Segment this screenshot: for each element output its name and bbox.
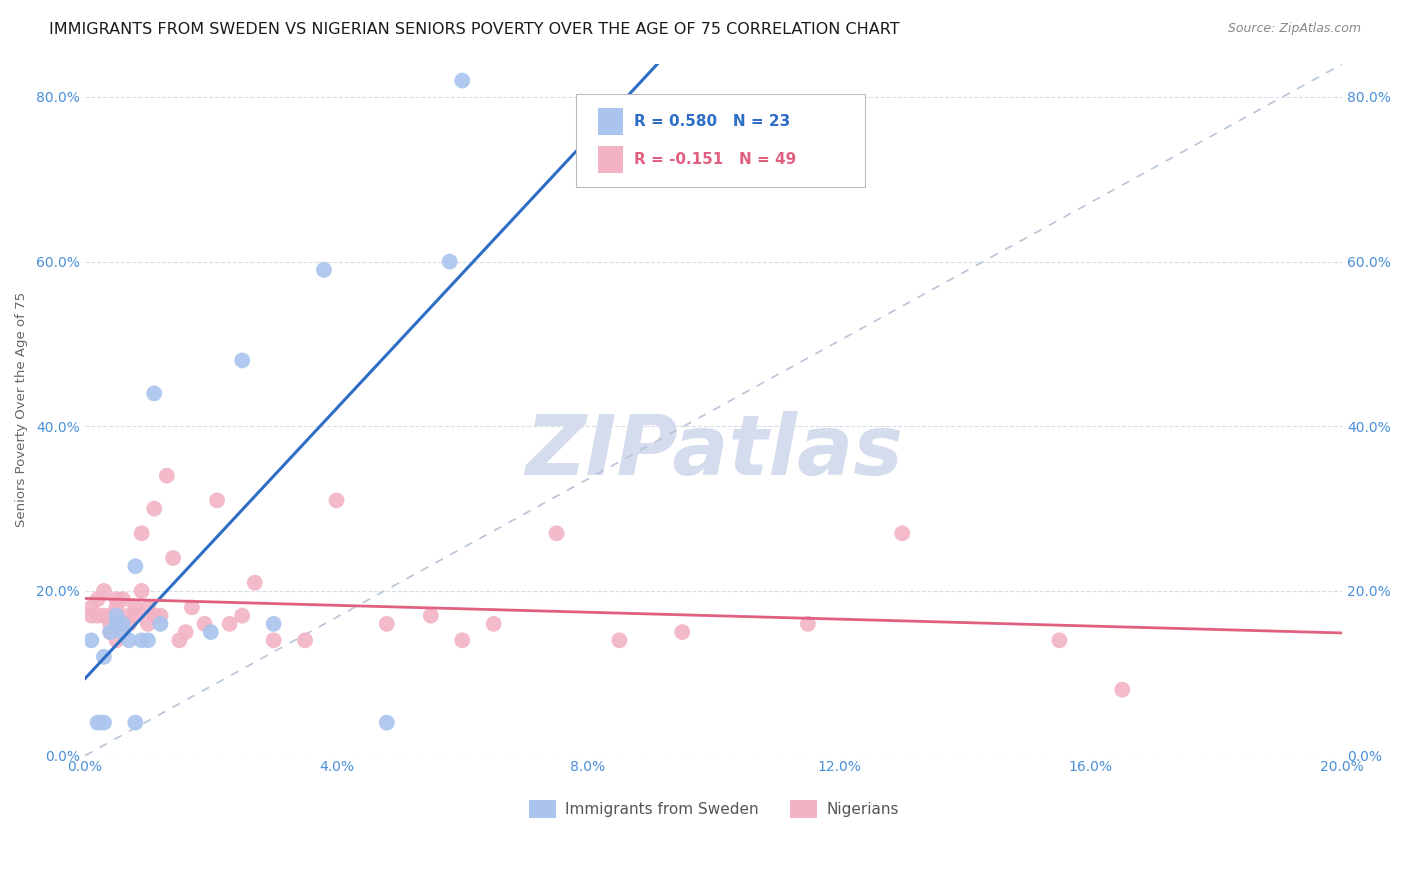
Point <box>1047 633 1070 648</box>
Point <box>797 616 820 631</box>
Point <box>105 592 128 607</box>
Point <box>200 625 222 640</box>
Point <box>325 493 347 508</box>
Point <box>124 715 146 730</box>
Point <box>93 608 115 623</box>
Point <box>124 608 146 623</box>
Text: IMMIGRANTS FROM SWEDEN VS NIGERIAN SENIORS POVERTY OVER THE AGE OF 75 CORRELATIO: IMMIGRANTS FROM SWEDEN VS NIGERIAN SENIO… <box>49 22 900 37</box>
Point <box>131 633 153 648</box>
Point <box>118 608 141 623</box>
Point <box>231 608 253 623</box>
Point <box>451 633 474 648</box>
Point <box>136 616 159 631</box>
Point <box>124 600 146 615</box>
Point <box>439 254 461 268</box>
Point <box>98 616 121 631</box>
Point <box>98 625 121 640</box>
Point <box>375 715 398 730</box>
Point <box>419 608 441 623</box>
Point <box>118 616 141 631</box>
Point <box>231 353 253 368</box>
Y-axis label: Seniors Poverty Over the Age of 75: Seniors Poverty Over the Age of 75 <box>15 293 28 527</box>
Point <box>149 608 172 623</box>
Point <box>546 526 568 541</box>
Point <box>86 608 108 623</box>
Point <box>482 616 505 631</box>
Point <box>609 633 631 648</box>
Point <box>111 625 134 640</box>
Point <box>891 526 914 541</box>
Point <box>105 608 128 623</box>
Point <box>93 583 115 598</box>
Point <box>118 633 141 648</box>
Point <box>143 501 166 516</box>
Point <box>111 592 134 607</box>
Point <box>111 616 134 631</box>
Point <box>105 633 128 648</box>
Point <box>218 616 240 631</box>
Text: Source: ZipAtlas.com: Source: ZipAtlas.com <box>1227 22 1361 36</box>
Point <box>105 600 128 615</box>
Point <box>156 468 179 483</box>
Point <box>193 616 215 631</box>
Point <box>86 592 108 607</box>
Point <box>131 526 153 541</box>
Point <box>98 625 121 640</box>
Text: R = -0.151   N = 49: R = -0.151 N = 49 <box>634 152 796 167</box>
Point <box>671 625 693 640</box>
Text: ZIPatlas: ZIPatlas <box>524 411 903 491</box>
Point <box>263 633 285 648</box>
Point <box>294 633 316 648</box>
Point <box>243 575 266 590</box>
Point <box>149 616 172 631</box>
Text: R = 0.580   N = 23: R = 0.580 N = 23 <box>634 114 790 129</box>
Point <box>80 600 103 615</box>
Point <box>86 715 108 730</box>
Point <box>181 600 204 615</box>
Point <box>451 73 474 87</box>
Point <box>80 633 103 648</box>
Point <box>312 263 335 277</box>
Point <box>136 600 159 615</box>
Point <box>105 616 128 631</box>
Point <box>169 633 191 648</box>
Point <box>80 608 103 623</box>
Point <box>162 551 184 566</box>
Point <box>205 493 228 508</box>
Point <box>1111 682 1133 697</box>
Point <box>136 633 159 648</box>
Point <box>93 715 115 730</box>
Point <box>263 616 285 631</box>
Point <box>143 608 166 623</box>
Point <box>375 616 398 631</box>
Point <box>174 625 197 640</box>
Point <box>143 386 166 401</box>
Legend: Immigrants from Sweden, Nigerians: Immigrants from Sweden, Nigerians <box>523 794 905 824</box>
Point <box>98 608 121 623</box>
Point <box>111 616 134 631</box>
Point <box>124 559 146 574</box>
Point <box>131 583 153 598</box>
Point <box>93 649 115 664</box>
